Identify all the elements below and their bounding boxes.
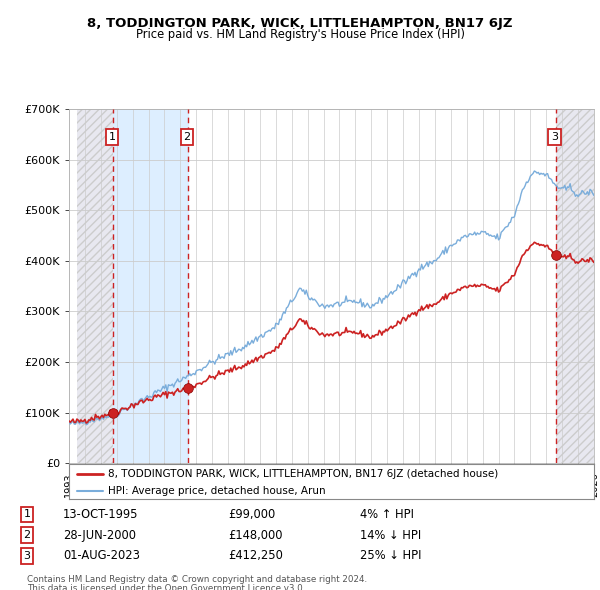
Text: 2: 2 xyxy=(184,132,191,142)
Text: Contains HM Land Registry data © Crown copyright and database right 2024.: Contains HM Land Registry data © Crown c… xyxy=(27,575,367,584)
Text: £148,000: £148,000 xyxy=(228,529,283,542)
Text: 25% ↓ HPI: 25% ↓ HPI xyxy=(360,549,421,562)
Text: 1: 1 xyxy=(23,510,31,519)
Text: 2: 2 xyxy=(23,530,31,540)
Text: 8, TODDINGTON PARK, WICK, LITTLEHAMPTON, BN17 6JZ (detached house): 8, TODDINGTON PARK, WICK, LITTLEHAMPTON,… xyxy=(109,469,499,479)
Text: 14% ↓ HPI: 14% ↓ HPI xyxy=(360,529,421,542)
Bar xyxy=(556,109,594,463)
Text: 1: 1 xyxy=(109,132,116,142)
Bar xyxy=(77,109,113,463)
Text: Price paid vs. HM Land Registry's House Price Index (HPI): Price paid vs. HM Land Registry's House … xyxy=(136,28,464,41)
Text: HPI: Average price, detached house, Arun: HPI: Average price, detached house, Arun xyxy=(109,486,326,496)
Text: 01-AUG-2023: 01-AUG-2023 xyxy=(63,549,140,562)
Bar xyxy=(113,109,188,463)
Text: 3: 3 xyxy=(23,551,31,560)
Text: 28-JUN-2000: 28-JUN-2000 xyxy=(63,529,136,542)
Text: 3: 3 xyxy=(551,132,558,142)
Text: 13-OCT-1995: 13-OCT-1995 xyxy=(63,508,139,521)
Text: £99,000: £99,000 xyxy=(228,508,275,521)
Text: This data is licensed under the Open Government Licence v3.0.: This data is licensed under the Open Gov… xyxy=(27,584,305,590)
Text: 4% ↑ HPI: 4% ↑ HPI xyxy=(360,508,414,521)
Text: 8, TODDINGTON PARK, WICK, LITTLEHAMPTON, BN17 6JZ: 8, TODDINGTON PARK, WICK, LITTLEHAMPTON,… xyxy=(87,17,513,30)
Text: £412,250: £412,250 xyxy=(228,549,283,562)
